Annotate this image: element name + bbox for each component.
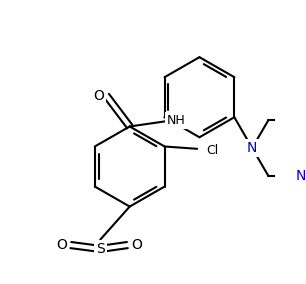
Text: N: N bbox=[296, 169, 306, 183]
Text: O: O bbox=[93, 89, 104, 103]
Text: Cl: Cl bbox=[207, 144, 219, 157]
Text: O: O bbox=[56, 238, 67, 252]
Text: NH: NH bbox=[167, 114, 185, 127]
Text: S: S bbox=[96, 242, 105, 256]
Text: O: O bbox=[131, 238, 142, 252]
Text: N: N bbox=[247, 141, 257, 155]
